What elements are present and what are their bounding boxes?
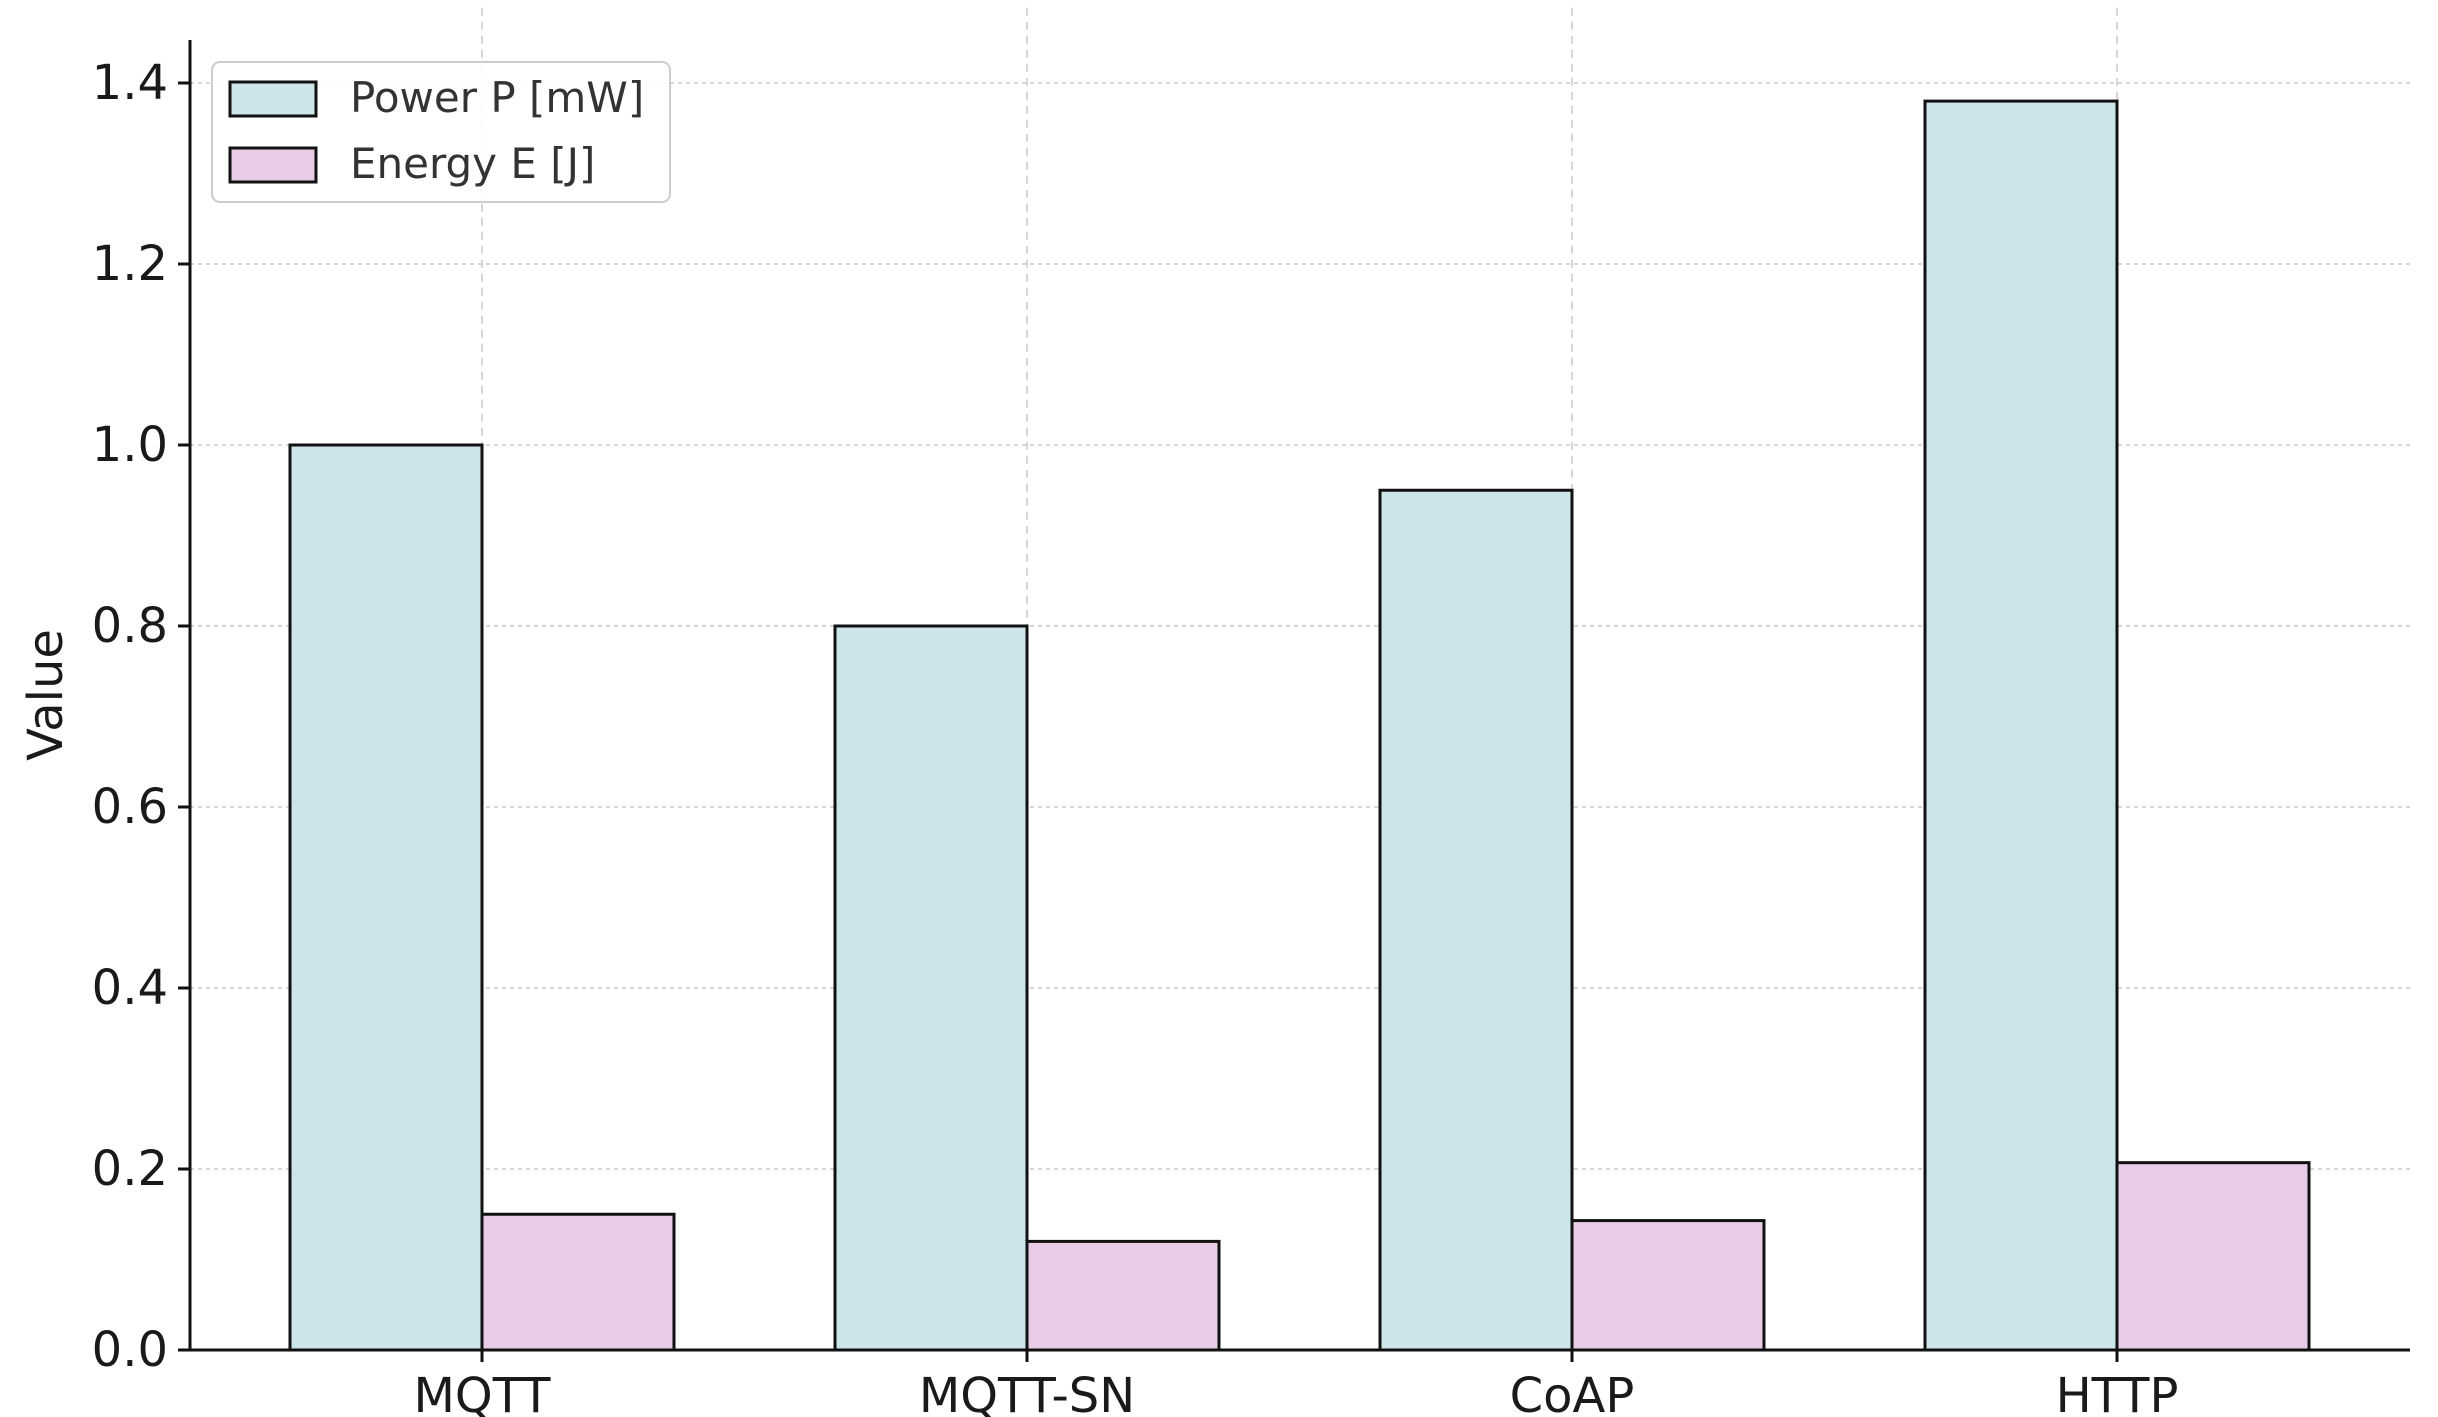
y-tick-label: 1.0 <box>92 417 168 473</box>
legend: Power P [mW] Energy E [J] <box>211 61 671 203</box>
power-bar-mqtt-sn <box>833 624 1029 1352</box>
legend-swatch <box>228 146 318 184</box>
legend-box <box>211 61 671 203</box>
y-tick-label: 0.6 <box>92 779 168 835</box>
power-bar-mqtt <box>288 443 484 1352</box>
energy-bar-coap <box>1570 1219 1766 1352</box>
y-axis-title: Value <box>18 629 74 761</box>
x-tick-label: MQTT <box>414 1368 552 1417</box>
legend-swatch <box>228 80 318 118</box>
axes <box>178 40 2410 1362</box>
y-tick-label: 1.2 <box>92 236 168 292</box>
y-tick-label: 0.4 <box>92 960 168 1016</box>
legend-label: Energy E [J] <box>350 139 595 188</box>
y-tick-label: 0.2 <box>92 1141 168 1197</box>
energy-bar-mqtt <box>480 1212 676 1352</box>
energy-bar-http <box>2115 1161 2311 1352</box>
power-bar-coap <box>1378 488 1574 1352</box>
tick-labels: 0.0 0.2 0.4 0.6 0.8 1.0 1.2 1.4 MQTT MQTT-SN CoAP H… <box>92 55 2179 1417</box>
energy-bar-mqtt-sn <box>1025 1239 1221 1352</box>
power-bar-http <box>1923 99 2119 1352</box>
x-tick-label: HTTP <box>2056 1368 2179 1417</box>
legend-label: Power P [mW] <box>350 73 644 122</box>
y-tick-label: 1.4 <box>92 55 168 111</box>
x-tick-label: MQTT-SN <box>919 1368 1135 1417</box>
x-tick-label: CoAP <box>1510 1368 1635 1417</box>
bars <box>288 99 2311 1352</box>
y-tick-label: 0.8 <box>92 598 168 654</box>
y-tick-label: 0.0 <box>92 1322 168 1378</box>
